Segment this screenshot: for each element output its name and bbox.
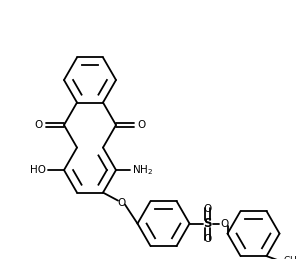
Text: O: O	[35, 120, 43, 130]
Text: O: O	[137, 120, 145, 130]
Text: O: O	[204, 204, 212, 214]
Text: HO: HO	[30, 165, 46, 175]
Text: O: O	[204, 234, 212, 243]
Text: O: O	[221, 219, 229, 229]
Text: CH$_3$: CH$_3$	[283, 255, 298, 259]
Text: S: S	[203, 217, 212, 230]
Text: O: O	[117, 198, 125, 207]
Text: NH$_2$: NH$_2$	[132, 163, 153, 177]
